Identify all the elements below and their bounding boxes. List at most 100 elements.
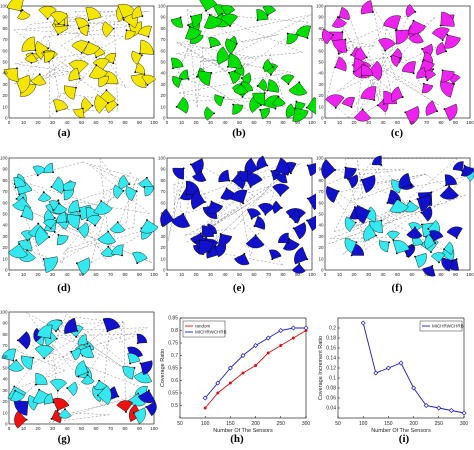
sensor-node: [66, 387, 69, 390]
y-tick-label: 20: [2, 245, 8, 250]
x-tick-label: 10: [337, 120, 343, 125]
x-tick-label: 100: [201, 421, 210, 427]
network-edge: [119, 334, 138, 344]
y-axis-label: Coverage Increment Ratio: [318, 336, 324, 400]
x-tick-label: 150: [384, 421, 393, 427]
x-tick-label: 70: [108, 426, 114, 431]
sensor-node: [337, 190, 340, 193]
sensor-node: [14, 389, 17, 392]
sensor-node: [116, 103, 119, 106]
sensor-node: [185, 193, 188, 196]
y-tick-label: 0.5: [171, 403, 178, 409]
sensor-node: [414, 10, 417, 13]
network-edge: [90, 189, 113, 264]
sensor-sector: [81, 97, 93, 114]
network-edge: [353, 74, 377, 107]
sensor-node: [64, 408, 66, 411]
sensor-node: [141, 54, 143, 57]
sensor-node: [259, 109, 262, 111]
x-tick-label: 40: [222, 120, 228, 125]
sensor-node: [350, 106, 353, 108]
sensor-node: [463, 164, 466, 167]
sensor-sector: [416, 67, 427, 79]
y-tick-label: 50: [318, 212, 324, 217]
sensor-node: [189, 163, 192, 166]
data-point: [278, 328, 284, 333]
sensor-node: [445, 184, 447, 187]
sensor-sector: [46, 319, 63, 332]
x-tick-label: 30: [208, 120, 214, 125]
sensor-node: [70, 350, 73, 353]
x-tick-label: 70: [424, 120, 430, 125]
data-point: [461, 410, 467, 416]
data-point: [266, 351, 270, 355]
sensor-node: [42, 191, 45, 194]
sensor-node: [306, 219, 308, 222]
sensor-node: [49, 227, 52, 230]
sensor-sector: [440, 80, 455, 98]
x-tick-label: 40: [380, 120, 386, 125]
sensor-sector: [218, 169, 230, 183]
sensor-node: [438, 261, 440, 264]
sensor-node: [14, 186, 17, 189]
legend-label: random: [195, 324, 211, 329]
network-edge: [173, 10, 204, 85]
sensor-sector: [347, 174, 359, 189]
data-point: [202, 395, 208, 401]
x-tick-label: 80: [122, 426, 128, 431]
sensor-node: [373, 99, 376, 102]
sensor-sector: [272, 183, 290, 197]
sensor-node: [128, 183, 131, 186]
y-tick-label: 0.6: [171, 378, 178, 384]
sensor-sector: [24, 53, 38, 63]
sensor-sector: [331, 16, 347, 28]
sensor-sector: [391, 86, 404, 102]
sensor-sector: [417, 194, 431, 212]
sensor-node: [353, 206, 356, 209]
network-edge: [347, 47, 437, 118]
sensor-sector: [398, 172, 412, 189]
sensor-node: [399, 57, 402, 60]
data-point: [291, 336, 295, 340]
sensor-node: [287, 83, 290, 85]
sensor-node: [117, 395, 120, 398]
sensor-node: [132, 412, 135, 414]
sensor-node: [408, 200, 411, 203]
sensor-sector: [431, 27, 450, 41]
sensor-node: [53, 231, 56, 233]
sensor-node: [210, 200, 213, 203]
sensor-node: [455, 258, 458, 260]
sensor-sector: [405, 4, 416, 18]
sensor-sector: [408, 32, 424, 44]
x-tick-label: 100: [466, 120, 474, 125]
network-edge: [173, 184, 175, 218]
network-edge: [61, 249, 68, 264]
x-tick-label: 250: [277, 421, 286, 427]
network-edge: [87, 210, 115, 257]
sensor-sector: [144, 185, 154, 197]
x-tick-label: 30: [208, 272, 214, 277]
sensor-sector: [306, 96, 316, 115]
sensor-sector: [282, 238, 300, 251]
y-tick-label: 30: [160, 82, 166, 87]
sensor-node: [200, 232, 202, 235]
sensor-sector: [3, 67, 19, 82]
sensor-node: [229, 25, 231, 27]
x-tick-label: 20: [351, 120, 357, 125]
sensor-node: [271, 258, 274, 261]
sensor-node: [148, 389, 150, 392]
data-point: [290, 325, 296, 331]
sensor-sector: [446, 226, 463, 239]
sensor-node: [254, 234, 257, 236]
sensor-sector: [286, 33, 299, 45]
sensor-sector: [294, 246, 308, 265]
x-tick-label: 300: [460, 421, 469, 427]
sensor-node: [443, 108, 446, 110]
network-edge: [361, 174, 426, 186]
sensor-node: [448, 185, 450, 188]
sensor-node: [81, 107, 84, 110]
sensor-sector: [43, 162, 54, 174]
x-tick-label: 40: [64, 120, 70, 125]
sensor-node: [52, 171, 55, 174]
y-tick-label: 40: [2, 223, 8, 228]
